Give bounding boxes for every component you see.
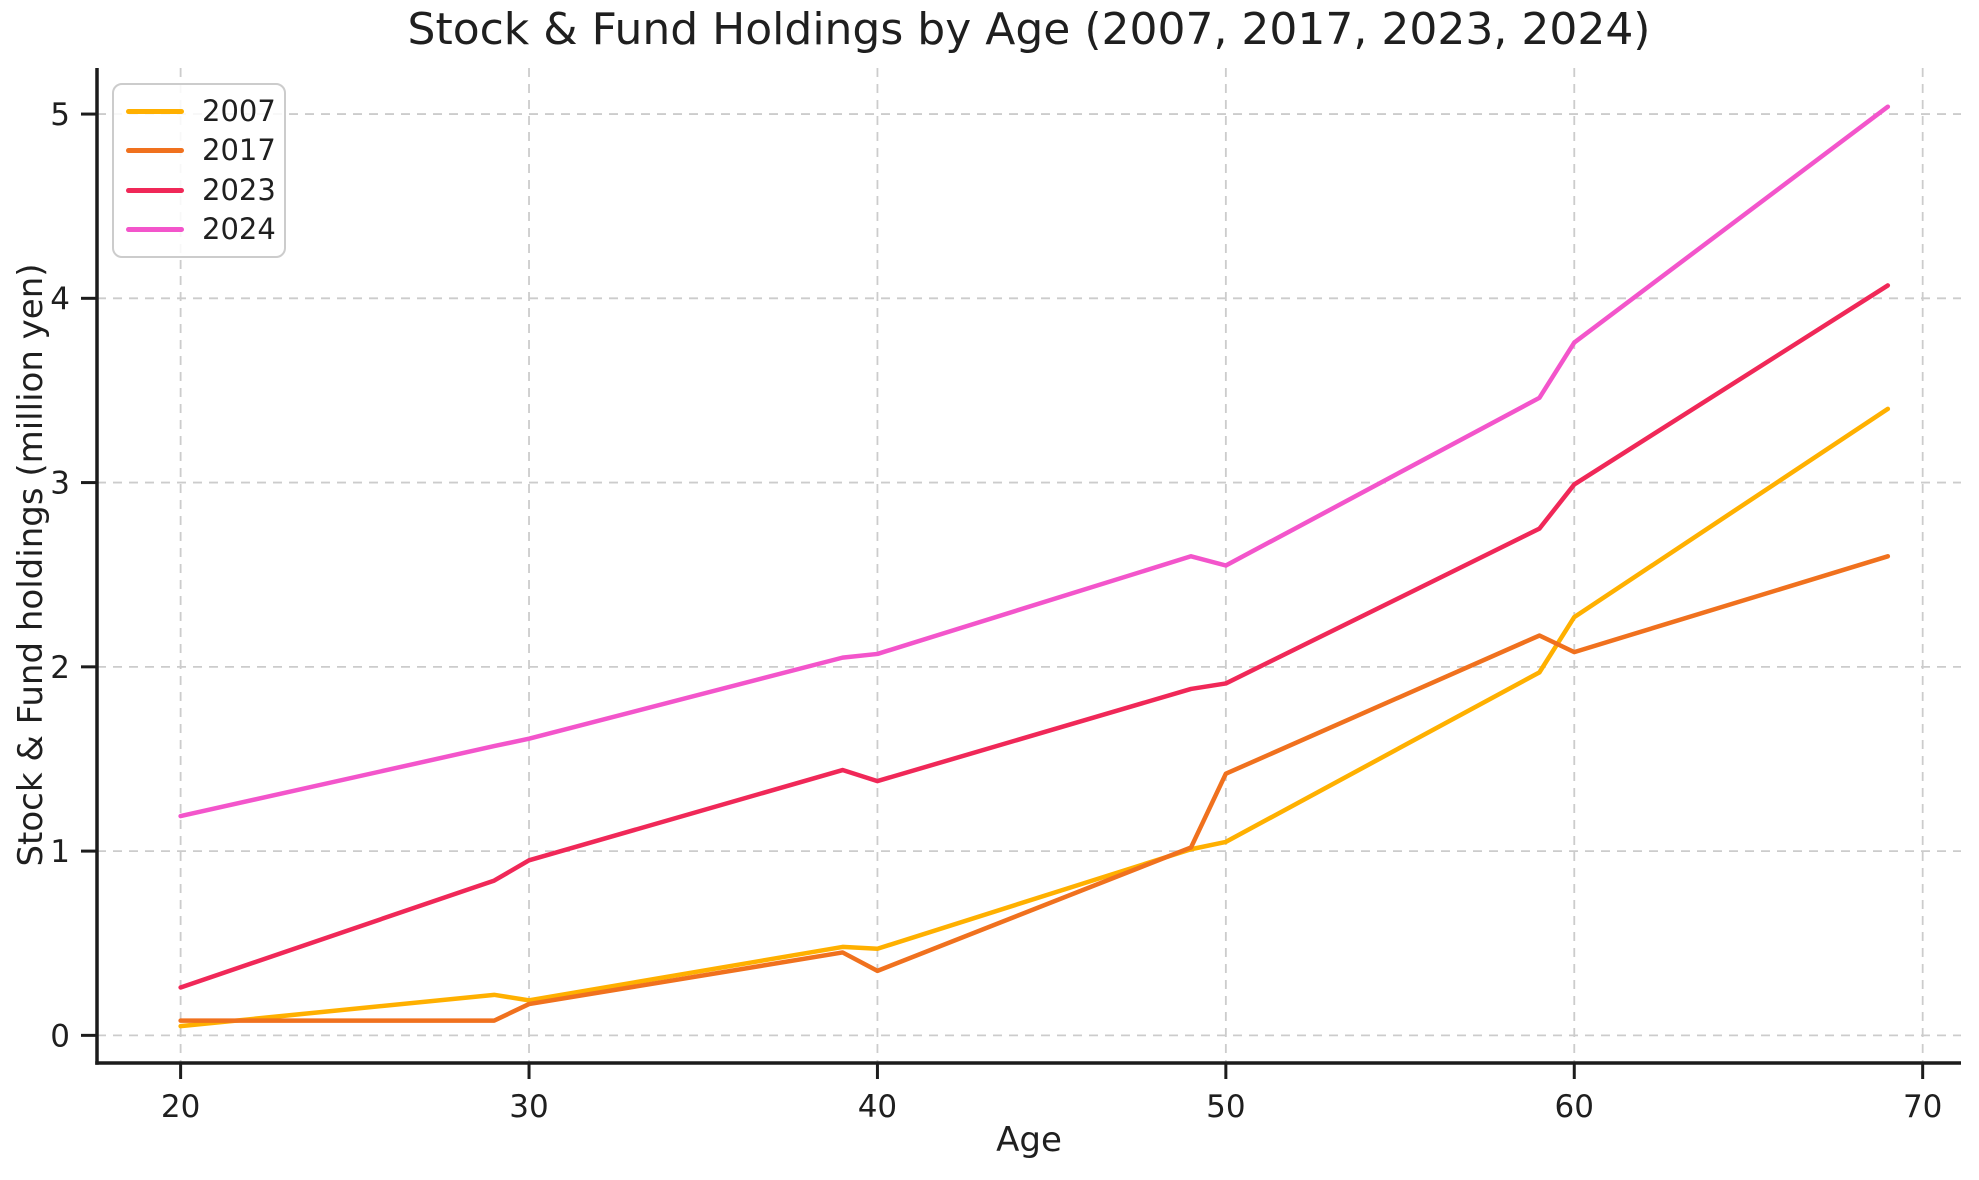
y-tick-label-5: 5 [50,97,70,133]
x-axis-label: Age [996,1120,1062,1160]
y-axis-label: Stock & Fund holdings (million yen) [11,263,51,867]
legend-label-2023: 2023 [202,172,276,207]
legend-item-2007: 2007 [126,97,276,126]
x-tick-label-40: 40 [858,1089,897,1125]
series-line-2017 [178,554,1891,1023]
legend-swatch-2017-line [126,148,184,154]
legend-swatch-2024-line [126,226,184,232]
legend-label-2024: 2024 [202,211,276,246]
legend: 2007 2017 2023 2024 [112,83,286,258]
legend-label-2007: 2007 [202,94,276,129]
legend-swatch-2007-line [126,109,184,115]
series-line-2007 [178,406,1891,1029]
x-tick-label-20: 20 [161,1089,200,1125]
y-tick-label-0: 0 [50,1018,70,1054]
x-tick-label-60: 60 [1555,1089,1594,1125]
y-tick-label-3: 3 [50,466,70,502]
y-tick-label-1: 1 [50,834,70,870]
series-line-2023 [178,283,1891,990]
chart-title: Stock & Fund Holdings by Age (2007, 2017… [407,4,1651,55]
series-line-2024 [178,104,1891,819]
y-tick-label-2: 2 [50,650,70,686]
legend-swatch-2023-line [126,187,184,193]
x-tick-label-70: 70 [1903,1089,1942,1125]
legend-item-2017: 2017 [126,136,276,165]
x-tick-label-50: 50 [1206,1089,1245,1125]
legend-label-2017: 2017 [202,133,276,168]
x-tick-label-30: 30 [509,1089,548,1125]
legend-item-2023: 2023 [126,175,276,205]
legend-item-2024: 2024 [126,214,276,244]
y-tick-label-4: 4 [50,281,70,317]
